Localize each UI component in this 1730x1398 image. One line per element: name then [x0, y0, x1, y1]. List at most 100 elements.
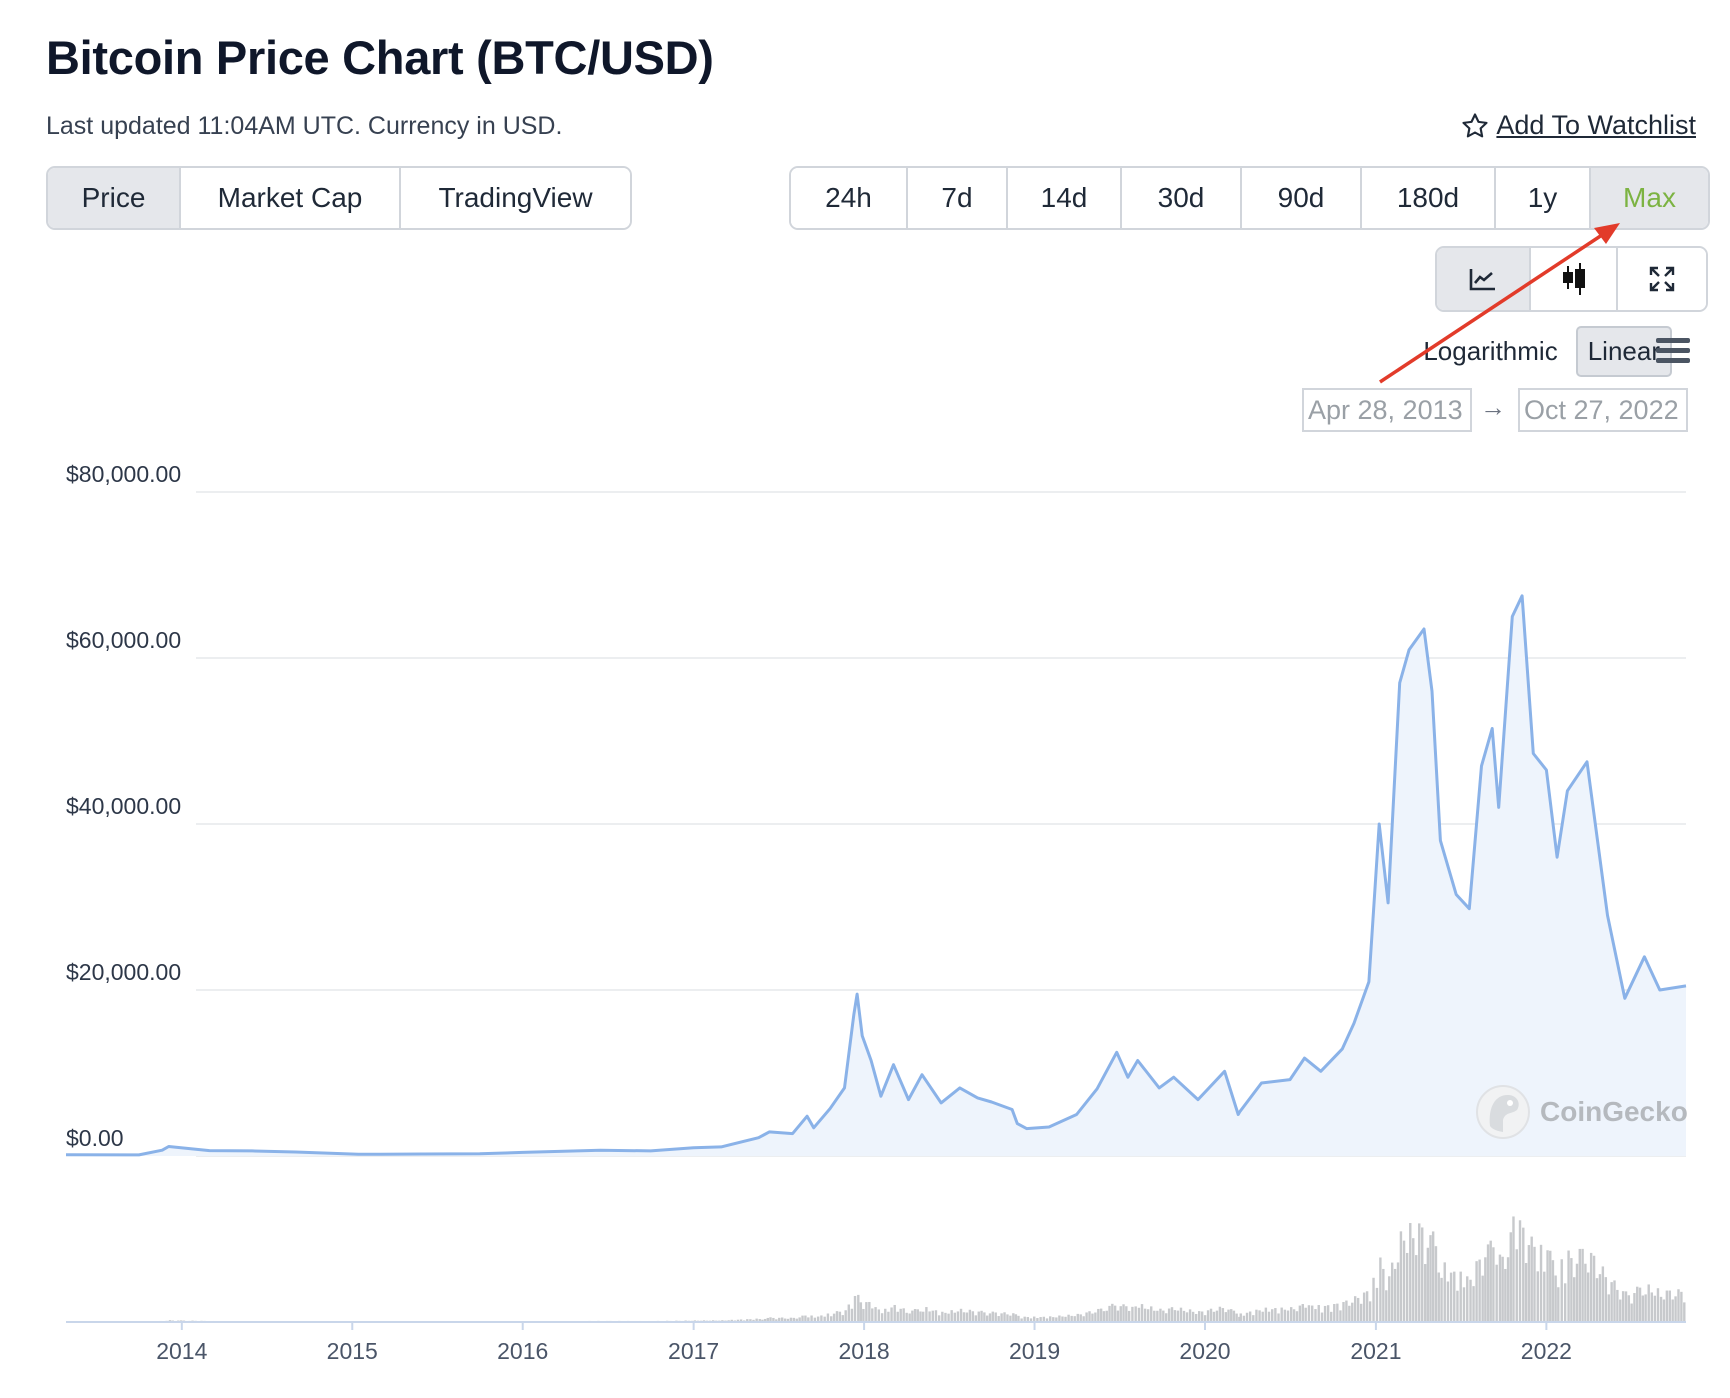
- scale-toggle: Logarithmic Linear: [1423, 326, 1672, 377]
- price-point: [1375, 820, 1383, 828]
- x-tick-label: 2019: [1009, 1338, 1060, 1364]
- add-to-watchlist-link[interactable]: Add To Watchlist: [1460, 110, 1696, 141]
- price-point: [1194, 1096, 1202, 1104]
- price-point: [1682, 982, 1690, 990]
- range-7d[interactable]: 7d: [908, 168, 1008, 228]
- range-14d[interactable]: 14d: [1008, 168, 1122, 228]
- svg-text:CoinGecko: CoinGecko: [1540, 1096, 1688, 1127]
- price-point: [789, 1130, 797, 1138]
- x-tick-label: 2021: [1350, 1338, 1401, 1364]
- price-point: [1488, 725, 1496, 733]
- y-tick-label: $80,000.00: [66, 461, 181, 487]
- y-tick-label: $40,000.00: [66, 793, 181, 819]
- tab-tradingview[interactable]: TradingView: [401, 168, 630, 228]
- scale-logarithmic[interactable]: Logarithmic: [1423, 336, 1558, 366]
- range-max[interactable]: Max: [1591, 168, 1708, 228]
- price-point: [890, 1061, 898, 1069]
- date-from-input[interactable]: Apr 28, 2013: [1302, 388, 1472, 432]
- date-to-input[interactable]: Oct 27, 2022: [1518, 388, 1688, 432]
- price-point: [877, 1092, 885, 1100]
- price-point: [974, 1094, 982, 1102]
- expand-icon: [1649, 266, 1675, 292]
- star-icon: [1462, 112, 1488, 137]
- watchlist-label: Add To Watchlist: [1496, 110, 1696, 140]
- price-point: [826, 1105, 834, 1113]
- price-point: [354, 1150, 362, 1158]
- price-point: [904, 1096, 912, 1104]
- range-180d[interactable]: 180d: [1362, 168, 1496, 228]
- price-point: [840, 1084, 848, 1092]
- y-tick-label: $0.00: [66, 1125, 124, 1151]
- fullscreen-button[interactable]: [1618, 248, 1706, 310]
- price-point: [810, 1124, 818, 1132]
- price-point: [1317, 1067, 1325, 1075]
- annotation-arrow: [1379, 223, 1620, 384]
- price-point: [1477, 762, 1485, 770]
- price-point: [1113, 1048, 1121, 1056]
- menu-icon[interactable]: [1656, 336, 1690, 364]
- price-point: [1563, 787, 1571, 795]
- price-point: [596, 1146, 604, 1154]
- price-point: [867, 1057, 875, 1065]
- price-point: [1008, 1106, 1016, 1114]
- price-point: [1093, 1085, 1101, 1093]
- price-point: [853, 990, 861, 998]
- price-point: [1656, 986, 1664, 994]
- price-point: [1604, 911, 1612, 919]
- candlestick-button[interactable]: [1531, 248, 1618, 310]
- range-selector: 24h 7d 14d 30d 90d 180d 1y Max: [789, 166, 1710, 230]
- x-tick-label: 2017: [668, 1338, 719, 1364]
- price-point: [1518, 592, 1526, 600]
- line-chart-icon: [1469, 269, 1495, 291]
- price-point: [1221, 1067, 1229, 1075]
- y-tick-label: $20,000.00: [66, 959, 181, 985]
- price-point: [1583, 758, 1591, 766]
- price-point: [519, 1148, 527, 1156]
- range-24h[interactable]: 24h: [791, 168, 908, 228]
- price-point: [1621, 994, 1629, 1002]
- price-area-fill: [66, 595, 1686, 1156]
- price-point: [62, 1151, 70, 1159]
- price-point: [1452, 891, 1460, 899]
- scale-linear[interactable]: Linear: [1575, 326, 1672, 377]
- range-30d[interactable]: 30d: [1122, 168, 1242, 228]
- price-point: [1170, 1073, 1178, 1081]
- price-point: [1073, 1111, 1081, 1119]
- range-90d[interactable]: 90d: [1242, 168, 1362, 228]
- y-tick-label: $60,000.00: [66, 627, 181, 653]
- price-point: [956, 1084, 964, 1092]
- price-point: [1465, 905, 1473, 913]
- x-tick-label: 2018: [839, 1338, 890, 1364]
- price-point: [765, 1128, 773, 1136]
- price-point: [1495, 803, 1503, 811]
- price-point: [1508, 613, 1516, 621]
- price-series-line: [65, 594, 1687, 1157]
- price-point: [291, 1148, 299, 1156]
- price-point: [476, 1150, 484, 1158]
- price-point: [1420, 625, 1428, 633]
- price-point: [1384, 899, 1392, 907]
- tab-price[interactable]: Price: [48, 168, 181, 228]
- price-point: [419, 1150, 427, 1158]
- price-point: [1350, 1019, 1358, 1027]
- price-point: [755, 1134, 763, 1142]
- price-point: [717, 1143, 725, 1151]
- tab-market-cap[interactable]: Market Cap: [181, 168, 401, 228]
- price-point: [1013, 1120, 1021, 1128]
- price-point: [1023, 1125, 1031, 1133]
- x-tick-label: 2016: [497, 1338, 548, 1364]
- price-point: [1286, 1076, 1294, 1084]
- price-point: [205, 1147, 213, 1155]
- price-point: [135, 1151, 143, 1159]
- price-point: [1258, 1079, 1266, 1087]
- price-point: [1045, 1123, 1053, 1131]
- range-1y[interactable]: 1y: [1496, 168, 1591, 228]
- price-point: [690, 1144, 698, 1152]
- price-point: [165, 1142, 173, 1150]
- price-point: [184, 1145, 192, 1153]
- x-tick-label: 2020: [1179, 1338, 1230, 1364]
- coingecko-watermark: CoinGecko: [1476, 1085, 1688, 1139]
- page-title: Bitcoin Price Chart (BTC/USD): [46, 31, 714, 84]
- line-chart-button[interactable]: [1437, 248, 1531, 310]
